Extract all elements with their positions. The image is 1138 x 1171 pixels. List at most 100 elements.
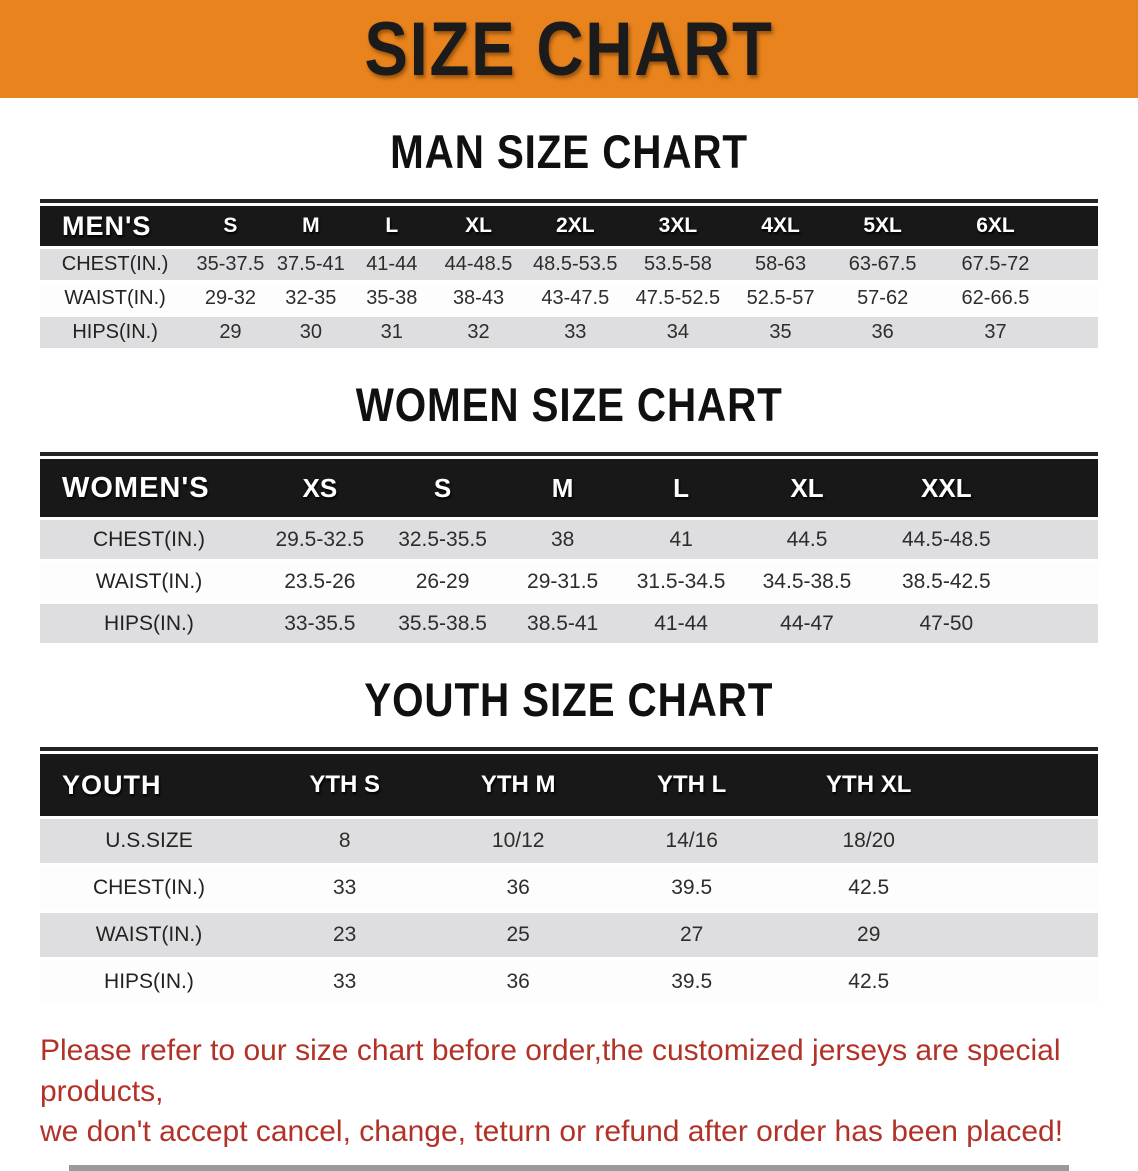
- size-cell: 37: [933, 317, 1098, 348]
- size-cell: 32: [432, 317, 525, 348]
- row-label: HIPS(IN.): [40, 960, 258, 1004]
- size-cell: 38.5-42.5: [873, 562, 1098, 601]
- size-cell: 57-62: [831, 283, 934, 314]
- size-cell: 23: [257, 913, 432, 957]
- size-cell: 53.5-58: [626, 249, 730, 280]
- size-cell: 44.5: [740, 520, 874, 559]
- size-cell: 36: [431, 866, 605, 910]
- size-cell: 62-66.5: [933, 283, 1098, 314]
- youth-section-heading-text: YOUTH SIZE CHART: [364, 673, 774, 726]
- row-label: WAIST(IN.): [40, 283, 191, 314]
- size-cell: 26-29: [381, 562, 504, 601]
- size-cell: 38-43: [432, 283, 525, 314]
- size-cell: 10/12: [431, 819, 605, 863]
- row-label: HIPS(IN.): [40, 317, 191, 348]
- size-cell: 44-47: [740, 604, 874, 643]
- table-row: HIPS(IN.) 29 30 31 32 33 34 35 36 37: [40, 317, 1098, 348]
- size-cell: 32-35: [270, 283, 352, 314]
- disclaimer-line-1: Please refer to our size chart before or…: [40, 1034, 1061, 1108]
- size-cell: 30: [270, 317, 352, 348]
- size-cell: 48.5-53.5: [524, 249, 627, 280]
- size-cell: 33: [257, 866, 432, 910]
- size-cell: 33: [524, 317, 627, 348]
- column-header: L: [351, 206, 433, 246]
- column-header: M: [270, 206, 352, 246]
- column-header: YTH M: [431, 754, 605, 816]
- column-header: YTH L: [604, 754, 779, 816]
- size-cell: 35-38: [351, 283, 433, 314]
- row-label: CHEST(IN.): [40, 520, 258, 559]
- disclaimer-text: Please refer to our size chart before or…: [40, 1031, 1098, 1153]
- column-header: YTH XL: [778, 754, 1098, 816]
- row-label: CHEST(IN.): [40, 249, 191, 280]
- column-header: 3XL: [626, 206, 730, 246]
- table-row: WAIST(IN.) 23 25 27 29: [40, 913, 1098, 957]
- size-cell: 34: [626, 317, 730, 348]
- column-header: XL: [740, 459, 874, 517]
- size-cell: 38.5-41: [503, 604, 622, 643]
- column-header: XS: [257, 459, 382, 517]
- table-row: HIPS(IN.) 33-35.5 35.5-38.5 38.5-41 41-4…: [40, 604, 1098, 643]
- size-cell: 29-32: [190, 283, 271, 314]
- size-cell: 36: [831, 317, 934, 348]
- column-header: XL: [432, 206, 525, 246]
- column-header: XXL: [873, 459, 1098, 517]
- column-header: YTH S: [257, 754, 432, 816]
- size-cell: 67.5-72: [933, 249, 1098, 280]
- row-label: U.S.SIZE: [40, 819, 258, 863]
- table-row: CHEST(IN.) 29.5-32.5 32.5-35.5 38 41 44.…: [40, 520, 1098, 559]
- row-label: HIPS(IN.): [40, 604, 258, 643]
- size-cell: 8: [257, 819, 432, 863]
- column-header: S: [190, 206, 271, 246]
- size-cell: 37.5-41: [270, 249, 352, 280]
- page-title: SIZE CHART: [331, 6, 807, 93]
- size-cell: 34.5-38.5: [740, 562, 874, 601]
- youth-section-heading: YOUTH SIZE CHART: [0, 672, 1138, 727]
- column-header: 4XL: [729, 206, 832, 246]
- size-cell: 18/20: [778, 819, 1098, 863]
- size-cell: 31.5-34.5: [621, 562, 741, 601]
- size-cell: 31: [351, 317, 433, 348]
- size-cell: 14/16: [604, 819, 779, 863]
- women-size-table: WOMEN'S XS S M L XL XXL CHEST(IN.) 29.5-…: [40, 452, 1098, 646]
- column-header: 5XL: [831, 206, 934, 246]
- size-cell: 44-48.5: [432, 249, 525, 280]
- size-cell: 43-47.5: [524, 283, 627, 314]
- size-cell: 32.5-35.5: [381, 520, 504, 559]
- size-cell: 44.5-48.5: [873, 520, 1098, 559]
- size-cell: 42.5: [778, 866, 1098, 910]
- table-row: CHEST(IN.) 33 36 39.5 42.5: [40, 866, 1098, 910]
- table-row: U.S.SIZE 8 10/12 14/16 18/20: [40, 819, 1098, 863]
- column-header: 2XL: [524, 206, 627, 246]
- size-cell: 42.5: [778, 960, 1098, 1004]
- table-row: WAIST(IN.) 23.5-26 26-29 29-31.5 31.5-34…: [40, 562, 1098, 601]
- women-section-heading: WOMEN SIZE CHART: [0, 377, 1138, 432]
- size-cell: 47-50: [873, 604, 1098, 643]
- row-label: WAIST(IN.): [40, 913, 258, 957]
- column-header: S: [381, 459, 504, 517]
- row-label: CHEST(IN.): [40, 866, 258, 910]
- column-header: M: [503, 459, 622, 517]
- youth-header-row: YOUTH YTH S YTH M YTH L YTH XL: [40, 754, 1098, 816]
- size-cell: 29-31.5: [503, 562, 622, 601]
- size-cell: 39.5: [604, 960, 779, 1004]
- women-table-title: WOMEN'S: [40, 459, 258, 517]
- men-size-table: MEN'S S M L XL 2XL 3XL 4XL 5XL 6XL CHEST…: [40, 199, 1098, 351]
- table-row: HIPS(IN.) 33 36 39.5 42.5: [40, 960, 1098, 1004]
- size-cell: 41-44: [621, 604, 741, 643]
- size-cell: 35-37.5: [190, 249, 271, 280]
- size-cell: 25: [431, 913, 605, 957]
- bottom-divider: [69, 1164, 1069, 1171]
- size-cell: 33-35.5: [257, 604, 382, 643]
- table-row: WAIST(IN.) 29-32 32-35 35-38 38-43 43-47…: [40, 283, 1098, 314]
- size-cell: 35.5-38.5: [381, 604, 504, 643]
- size-cell: 58-63: [729, 249, 832, 280]
- page-title-text: SIZE CHART: [364, 6, 774, 92]
- size-cell: 41-44: [351, 249, 433, 280]
- table-row: CHEST(IN.) 35-37.5 37.5-41 41-44 44-48.5…: [40, 249, 1098, 280]
- men-size-section: MAN SIZE CHART MEN'S S M L XL 2XL 3XL 4X…: [0, 124, 1138, 351]
- size-cell: 36: [431, 960, 605, 1004]
- men-table-title: MEN'S: [40, 206, 191, 246]
- size-cell: 27: [604, 913, 779, 957]
- size-cell: 38: [503, 520, 622, 559]
